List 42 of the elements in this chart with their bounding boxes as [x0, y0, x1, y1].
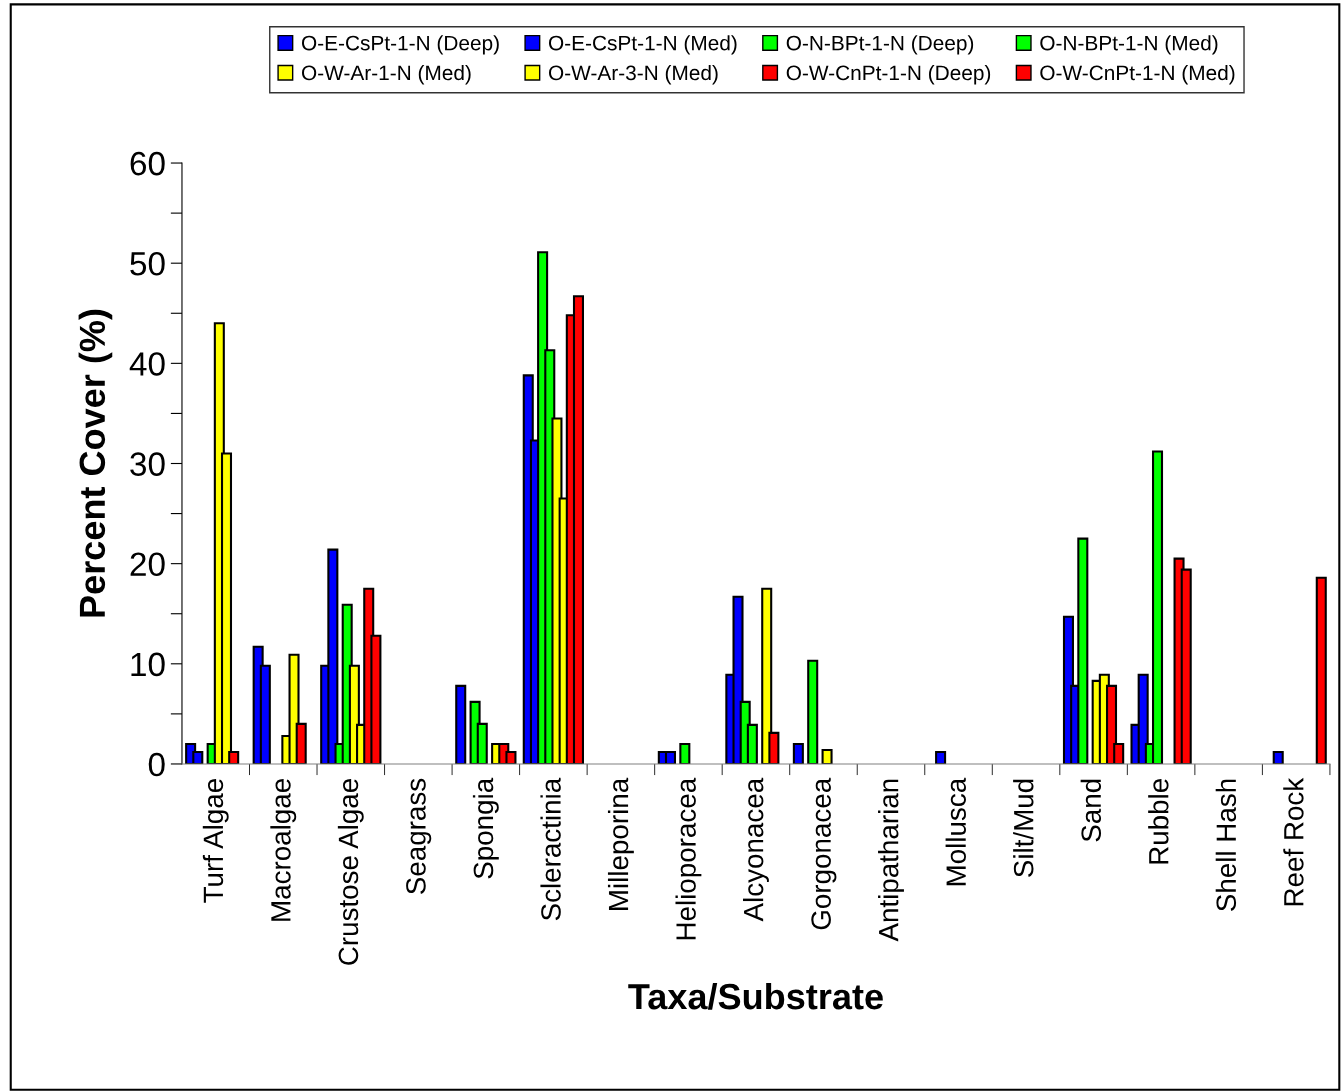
x-tick-label: Sand	[1080, 779, 1102, 842]
x-tick-label: Milleporina	[607, 777, 634, 910]
legend-label: O-W-Ar-1-N (Med)	[301, 64, 471, 85]
x-tick-label: Mollusca	[945, 777, 966, 886]
x-tick-label: Scleractinia	[540, 777, 561, 921]
y-tick-label: 30	[130, 452, 165, 476]
bar	[1272, 750, 1284, 764]
x-tick-label: Turf Algae	[202, 779, 229, 903]
legend-label: O-E-CsPt-1-N (Deep)	[301, 35, 499, 55]
bar	[679, 742, 691, 764]
legend-label: O-W-CnPt-1-N (Deep)	[786, 64, 991, 85]
x-tick-label: Shell Hash	[1215, 779, 1237, 911]
bar	[792, 742, 804, 764]
legend-label: O-E-CsPt-1-N (Med)	[548, 35, 737, 55]
y-axis-title: Percent Cover (%)	[78, 309, 113, 617]
x-tick-label: Rubble	[1148, 779, 1169, 864]
x-tick-label: Seagrass	[406, 778, 432, 894]
y-tick-label: 20	[130, 552, 165, 577]
x-tick-label: Reef Rock	[1283, 777, 1304, 906]
x-tick-label: Silt/Mud	[1013, 779, 1034, 877]
y-tick-label: 10	[131, 652, 165, 677]
legend-label: O-N-BPt-1-N (Med)	[1040, 35, 1218, 55]
y-tick-label: 0	[148, 752, 165, 777]
x-tick-label: Spongia	[472, 777, 499, 879]
legend-label: O-W-CnPt-1-N (Med)	[1040, 64, 1235, 85]
bar	[807, 659, 819, 764]
y-tick-label: 60	[130, 151, 165, 176]
x-tick-label: Antipatharian	[878, 779, 904, 942]
y-tick-label: 40	[129, 352, 165, 376]
legend-label: O-W-Ar-3-N (Med)	[548, 64, 718, 85]
x-tick-label: Helioporacea	[675, 777, 702, 940]
legend-label: O-N-BPt-1-N (Deep)	[786, 35, 974, 55]
bar	[935, 750, 947, 764]
bar	[821, 748, 833, 764]
x-tick-label: Macroalgae	[270, 779, 297, 921]
x-tick-label: Gorgonacea	[811, 777, 837, 930]
x-tick-label: Alcyonacea	[743, 777, 769, 922]
bar	[1315, 576, 1327, 764]
x-axis-title: Taxa/Substrate	[628, 982, 883, 1010]
bar	[455, 684, 467, 764]
x-tick-label: Crustose Algae	[337, 779, 364, 965]
y-tick-label: 50	[130, 251, 165, 276]
